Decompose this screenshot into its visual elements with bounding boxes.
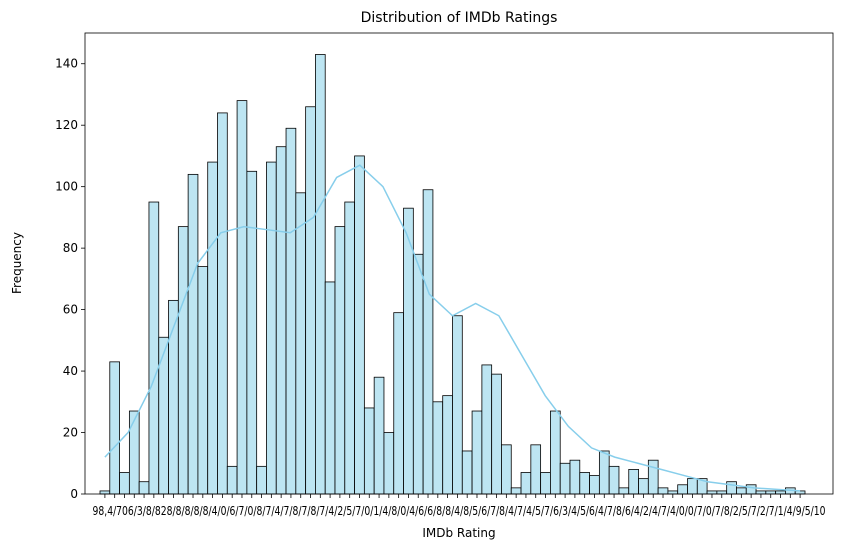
x-tick-labels: 98,4/706/3/8/828/8/8/8/8/4/0/6/7/0/8/7/4… [93,504,826,518]
histogram-bar [530,444,542,495]
y-tick-label: 140 [55,57,78,71]
histogram-bar [745,484,757,495]
histogram-bar [334,226,346,495]
histogram-bar [550,410,561,495]
histogram-bar [236,100,248,495]
histogram-bar [589,475,600,495]
histogram-bars [99,54,806,498]
histogram-bar [755,490,767,495]
histogram-bar [246,170,258,495]
histogram-bar [138,481,150,495]
histogram-bar [217,112,228,495]
histogram-bar [520,472,532,495]
y-tick-label: 100 [55,180,78,194]
kde-curve [104,164,801,492]
histogram-bar [344,201,355,495]
y-tick-label: 120 [55,118,78,132]
histogram-bar [275,146,287,495]
histogram-bar [442,395,453,495]
histogram-bar [716,490,728,495]
histogram-bar [128,410,140,495]
histogram-bar [706,490,718,495]
y-tick-label: 60 [63,303,78,317]
histogram-bar [775,490,786,495]
histogram-bar [677,484,688,495]
histogram-bar [422,189,434,495]
histogram-bar [256,465,267,495]
histogram-bar [177,226,189,495]
histogram-bar [687,478,698,495]
histogram-bar [461,450,473,495]
plot-frame [84,32,834,495]
histogram-bar [432,401,444,495]
histogram-bar [363,407,375,495]
histogram-bar [559,462,571,495]
histogram-bar [765,490,777,495]
histogram-bar [305,106,316,495]
histogram-bar [726,481,737,495]
histogram-bar [148,201,160,495]
histogram-bar [266,161,277,495]
y-tick-label: 0 [70,487,78,501]
chart-title: Distribution of IMDb Ratings [361,10,558,26]
histogram-bar [403,207,414,495]
histogram-bar [373,376,385,495]
histogram-bar [315,54,326,495]
y-tick-label: 40 [63,364,78,378]
histogram-bar [510,487,522,495]
y-tick-label: 20 [63,426,78,440]
histogram-bar [412,253,424,495]
histogram-bar [197,266,209,495]
histogram-bar [736,487,747,495]
histogram-bar [471,410,483,495]
histogram-bar [354,155,365,495]
histogram-bar [285,127,297,495]
y-axis-ticks: 0 20 40 60 80 100 120 140 [55,57,85,501]
x-axis-label: IMDb Rating [422,526,495,540]
histogram-bar [540,472,551,495]
y-axis-label: Frequency [10,232,24,294]
histogram-bar [226,465,238,495]
histogram-bar [569,459,581,495]
histogram-bar [647,459,659,495]
histogram-bar [481,364,493,495]
y-tick-label: 80 [63,241,78,255]
histogram-bar [383,432,395,495]
histogram-bar [667,490,679,495]
histogram-bar [99,490,111,495]
histogram-bar [579,472,590,495]
histogram-bar [598,450,610,495]
histogram-bar [491,373,502,495]
histogram-bar [638,478,649,495]
histogram-bar [608,465,620,495]
histogram-bar [119,472,130,495]
histogram-bar [501,444,512,495]
histogram-bar [187,173,199,495]
histogram-bar [109,361,120,495]
histogram-bar [393,312,404,495]
histogram-bar [295,192,307,495]
histogram-bar [207,161,218,495]
histogram-bar [628,469,639,495]
histogram-bar [452,315,463,495]
histogram-bar [324,281,336,495]
histogram-bar [657,487,669,495]
histogram-bar [618,487,630,495]
